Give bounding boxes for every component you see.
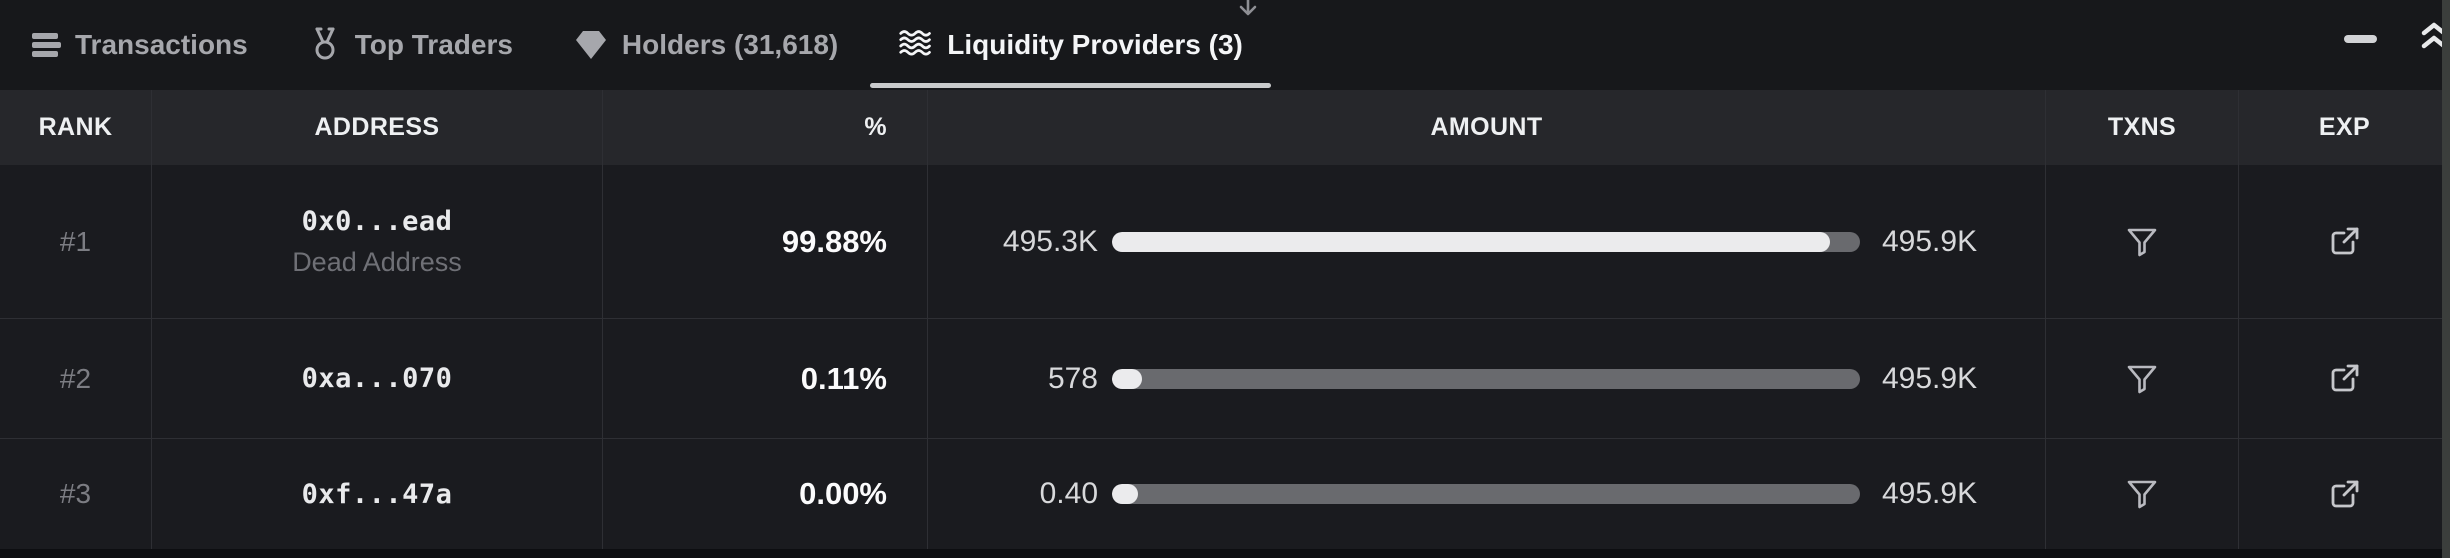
gem-icon — [573, 29, 609, 61]
filter-icon[interactable] — [2119, 357, 2165, 401]
address-cell[interactable]: 0xa...070 — [152, 319, 603, 438]
percent-cell: 99.88% — [603, 165, 928, 318]
column-header-address: ADDRESS — [152, 90, 603, 165]
exp-cell — [2239, 439, 2450, 549]
medal-icon — [308, 27, 342, 63]
amount-cell: 578 495.9K — [928, 319, 2046, 438]
column-header-txns: TXNS — [2046, 90, 2239, 165]
table-row: #3 0xf...47a 0.00% 0.40 495.9K — [0, 438, 2450, 549]
external-link-icon[interactable] — [2320, 470, 2369, 519]
address-short[interactable]: 0x0...ead — [301, 205, 453, 237]
panel-right-edge — [2442, 0, 2450, 558]
rank-label: #1 — [59, 225, 92, 257]
external-link-icon[interactable] — [2320, 354, 2369, 403]
amount-progress-fill — [1112, 484, 1139, 504]
amount-progress-bar — [1112, 484, 1860, 504]
exp-cell — [2239, 319, 2450, 438]
list-icon — [30, 30, 62, 60]
column-header-rank: RANK — [0, 90, 152, 165]
rank-label: #3 — [59, 478, 92, 509]
address-cell[interactable]: 0xf...47a — [152, 439, 603, 549]
amount-progress-fill — [1112, 368, 1142, 389]
rank-cell: #3 — [0, 439, 152, 549]
amount-cell: 495.3K 495.9K — [928, 165, 2046, 318]
amount-progress-bar — [1112, 231, 1860, 252]
minimize-button[interactable] — [2344, 35, 2377, 43]
tab-top-traders[interactable]: Top Traders — [278, 0, 543, 90]
tab-bar: Transactions Top Traders Holders (31,618… — [0, 0, 2450, 90]
amount-total-label: 495.9K — [1882, 224, 1978, 258]
external-link-icon[interactable] — [2320, 217, 2369, 266]
amount-held-label: 578 — [1047, 361, 1098, 395]
column-header-amount: AMOUNT — [928, 90, 2046, 165]
table-row: #1 0x0...ead Dead Address 99.88% 495.3K … — [0, 165, 2450, 318]
amount-cell: 0.40 495.9K — [928, 439, 2046, 549]
table-body: #1 0x0...ead Dead Address 99.88% 495.3K … — [0, 165, 2450, 549]
address-cell[interactable]: 0x0...ead Dead Address — [152, 165, 603, 318]
filter-icon[interactable] — [2119, 220, 2165, 264]
panel-bottom-edge — [0, 549, 2450, 558]
amount-total-label: 495.9K — [1882, 361, 1978, 395]
txns-cell — [2046, 439, 2239, 549]
table-row: #2 0xa...070 0.11% 578 495.9K — [0, 318, 2450, 438]
scroll-down-arrow-icon — [1234, 0, 1262, 22]
percent-cell: 0.11% — [603, 319, 928, 438]
amount-progress-bar — [1112, 368, 1860, 389]
rank-cell: #1 — [0, 165, 152, 318]
amount-held-label: 495.3K — [1002, 224, 1098, 258]
filter-icon[interactable] — [2119, 472, 2165, 516]
expand-panel-icon[interactable] — [2419, 19, 2449, 58]
amount-held-label: 0.40 — [1039, 477, 1098, 510]
percent-cell: 0.00% — [603, 439, 928, 549]
tab-label: Liquidity Providers (3) — [947, 29, 1243, 60]
rank-cell: #2 — [0, 319, 152, 438]
column-header-percent: % — [603, 90, 928, 165]
tab-label: Transactions — [75, 29, 248, 60]
txns-cell — [2046, 319, 2239, 438]
address-short[interactable]: 0xa...070 — [301, 363, 453, 394]
address-short[interactable]: 0xf...47a — [301, 478, 453, 510]
waves-icon — [898, 28, 934, 62]
tab-transactions[interactable]: Transactions — [0, 0, 278, 90]
tab-liquidity-providers[interactable]: Liquidity Providers (3) — [868, 0, 1273, 90]
amount-total-label: 495.9K — [1882, 477, 1978, 510]
rank-label: #2 — [59, 362, 92, 394]
tab-holders[interactable]: Holders (31,618) — [543, 0, 868, 90]
table-header: RANK ADDRESS % AMOUNT TXNS EXP — [0, 90, 2450, 165]
exp-cell — [2239, 165, 2450, 318]
tab-label: Holders (31,618) — [621, 29, 839, 60]
txns-cell — [2046, 165, 2239, 318]
column-header-exp: EXP — [2318, 113, 2371, 141]
amount-progress-fill — [1112, 231, 1831, 252]
address-note: Dead Address — [292, 246, 462, 277]
tab-label: Top Traders — [354, 29, 513, 60]
